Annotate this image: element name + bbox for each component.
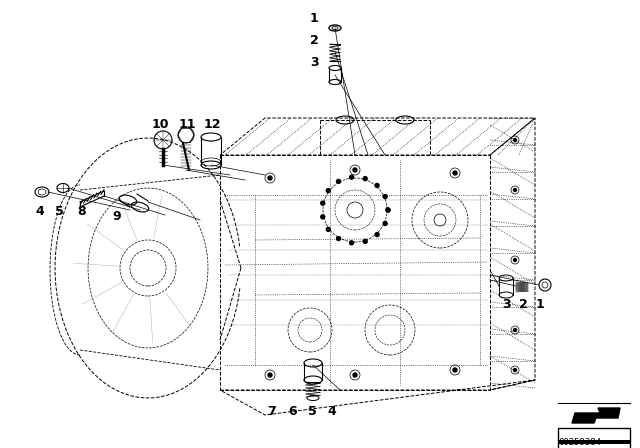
- Circle shape: [353, 168, 357, 172]
- Text: 10: 10: [152, 118, 170, 131]
- Circle shape: [363, 177, 367, 181]
- Circle shape: [386, 208, 390, 212]
- Circle shape: [453, 171, 457, 175]
- Bar: [558, 428, 630, 448]
- Text: 11: 11: [179, 118, 196, 131]
- Text: 2: 2: [310, 34, 319, 47]
- Text: 1: 1: [310, 12, 319, 25]
- Circle shape: [513, 258, 516, 262]
- Circle shape: [375, 184, 379, 187]
- Circle shape: [337, 237, 340, 241]
- Text: 8: 8: [77, 205, 86, 218]
- Text: 2: 2: [519, 298, 528, 311]
- Text: 4: 4: [35, 205, 44, 218]
- Text: 3: 3: [310, 56, 319, 69]
- Circle shape: [349, 175, 353, 179]
- Circle shape: [386, 208, 390, 212]
- Circle shape: [326, 228, 330, 232]
- Text: 5: 5: [308, 405, 317, 418]
- Text: 00259384: 00259384: [558, 438, 601, 447]
- Circle shape: [326, 189, 330, 193]
- Bar: [558, 440, 630, 444]
- Circle shape: [383, 194, 387, 198]
- Text: 3: 3: [502, 298, 511, 311]
- Circle shape: [513, 328, 516, 332]
- Text: 12: 12: [204, 118, 221, 131]
- Polygon shape: [572, 408, 620, 423]
- Circle shape: [363, 239, 367, 243]
- Text: 5: 5: [55, 205, 64, 218]
- Circle shape: [337, 179, 340, 183]
- Circle shape: [353, 373, 357, 377]
- Circle shape: [453, 368, 457, 372]
- Circle shape: [375, 233, 379, 237]
- Text: 9: 9: [112, 210, 120, 223]
- Circle shape: [321, 201, 324, 205]
- Circle shape: [513, 369, 516, 371]
- Text: 1: 1: [536, 298, 545, 311]
- Text: 7: 7: [267, 405, 276, 418]
- Circle shape: [349, 241, 353, 245]
- Text: 4: 4: [327, 405, 336, 418]
- Circle shape: [321, 215, 324, 219]
- Circle shape: [268, 176, 272, 180]
- Circle shape: [268, 373, 272, 377]
- Circle shape: [513, 189, 516, 191]
- Circle shape: [383, 221, 387, 225]
- Circle shape: [513, 138, 516, 142]
- Text: 6: 6: [288, 405, 296, 418]
